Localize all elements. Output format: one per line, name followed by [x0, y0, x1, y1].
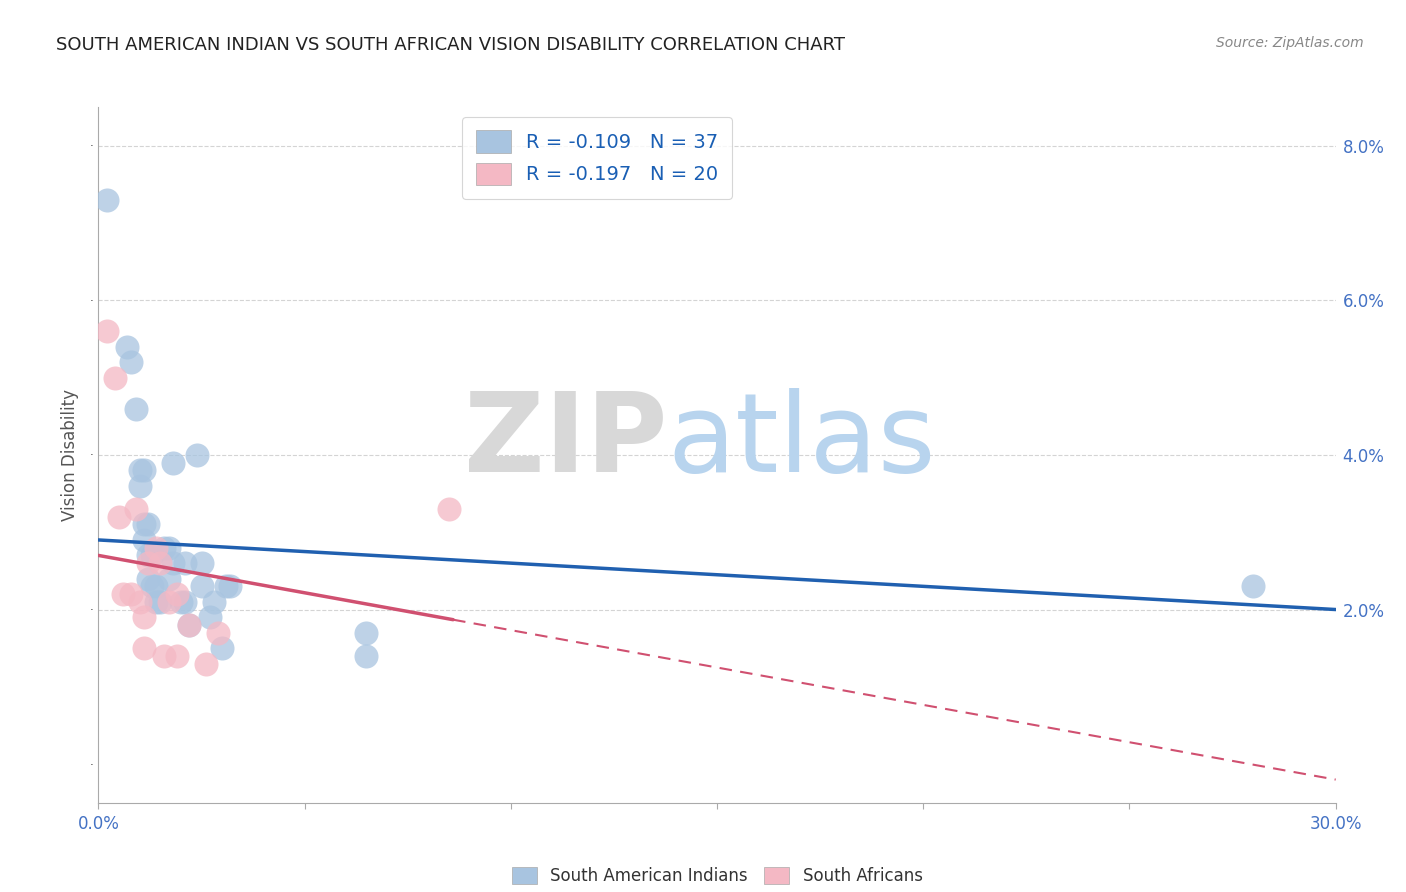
- Point: [356, 648, 378, 663]
- Point: [153, 541, 176, 555]
- Point: [179, 618, 201, 632]
- Point: [162, 556, 184, 570]
- Point: [190, 556, 212, 570]
- Point: [136, 556, 159, 570]
- Point: [120, 587, 142, 601]
- Y-axis label: Vision Disability: Vision Disability: [62, 389, 79, 521]
- Point: [141, 549, 163, 563]
- Point: [157, 595, 180, 609]
- Point: [215, 579, 238, 593]
- Point: [132, 533, 155, 547]
- Point: [174, 595, 197, 609]
- Point: [190, 579, 212, 593]
- Point: [96, 193, 118, 207]
- Point: [166, 587, 188, 601]
- Point: [108, 509, 131, 524]
- Point: [179, 618, 201, 632]
- Point: [207, 625, 229, 640]
- Text: ZIP: ZIP: [464, 387, 668, 494]
- Point: [149, 556, 172, 570]
- Text: Source: ZipAtlas.com: Source: ZipAtlas.com: [1216, 36, 1364, 50]
- Point: [437, 502, 460, 516]
- Legend: South American Indians, South Africans: South American Indians, South Africans: [505, 861, 929, 892]
- Point: [112, 587, 135, 601]
- Point: [128, 479, 150, 493]
- Point: [117, 340, 139, 354]
- Point: [166, 648, 188, 663]
- Point: [211, 641, 233, 656]
- Text: SOUTH AMERICAN INDIAN VS SOUTH AFRICAN VISION DISABILITY CORRELATION CHART: SOUTH AMERICAN INDIAN VS SOUTH AFRICAN V…: [56, 36, 845, 54]
- Point: [141, 579, 163, 593]
- Point: [124, 502, 146, 516]
- Point: [128, 463, 150, 477]
- Point: [174, 556, 197, 570]
- Point: [132, 463, 155, 477]
- Point: [219, 579, 242, 593]
- Point: [132, 641, 155, 656]
- Point: [136, 517, 159, 532]
- Point: [104, 370, 127, 384]
- Point: [136, 572, 159, 586]
- Point: [145, 541, 167, 555]
- Text: atlas: atlas: [668, 387, 936, 494]
- Point: [136, 549, 159, 563]
- Point: [194, 657, 217, 671]
- Point: [132, 517, 155, 532]
- Point: [128, 595, 150, 609]
- Point: [157, 572, 180, 586]
- Point: [145, 579, 167, 593]
- Point: [132, 610, 155, 624]
- Point: [153, 648, 176, 663]
- Point: [170, 595, 193, 609]
- Point: [120, 355, 142, 369]
- Point: [149, 595, 172, 609]
- Point: [1241, 579, 1264, 593]
- Point: [186, 448, 208, 462]
- Point: [202, 595, 225, 609]
- Point: [96, 324, 118, 338]
- Point: [356, 625, 378, 640]
- Point: [157, 541, 180, 555]
- Point: [162, 456, 184, 470]
- Point: [198, 610, 221, 624]
- Point: [124, 401, 146, 416]
- Point: [145, 595, 167, 609]
